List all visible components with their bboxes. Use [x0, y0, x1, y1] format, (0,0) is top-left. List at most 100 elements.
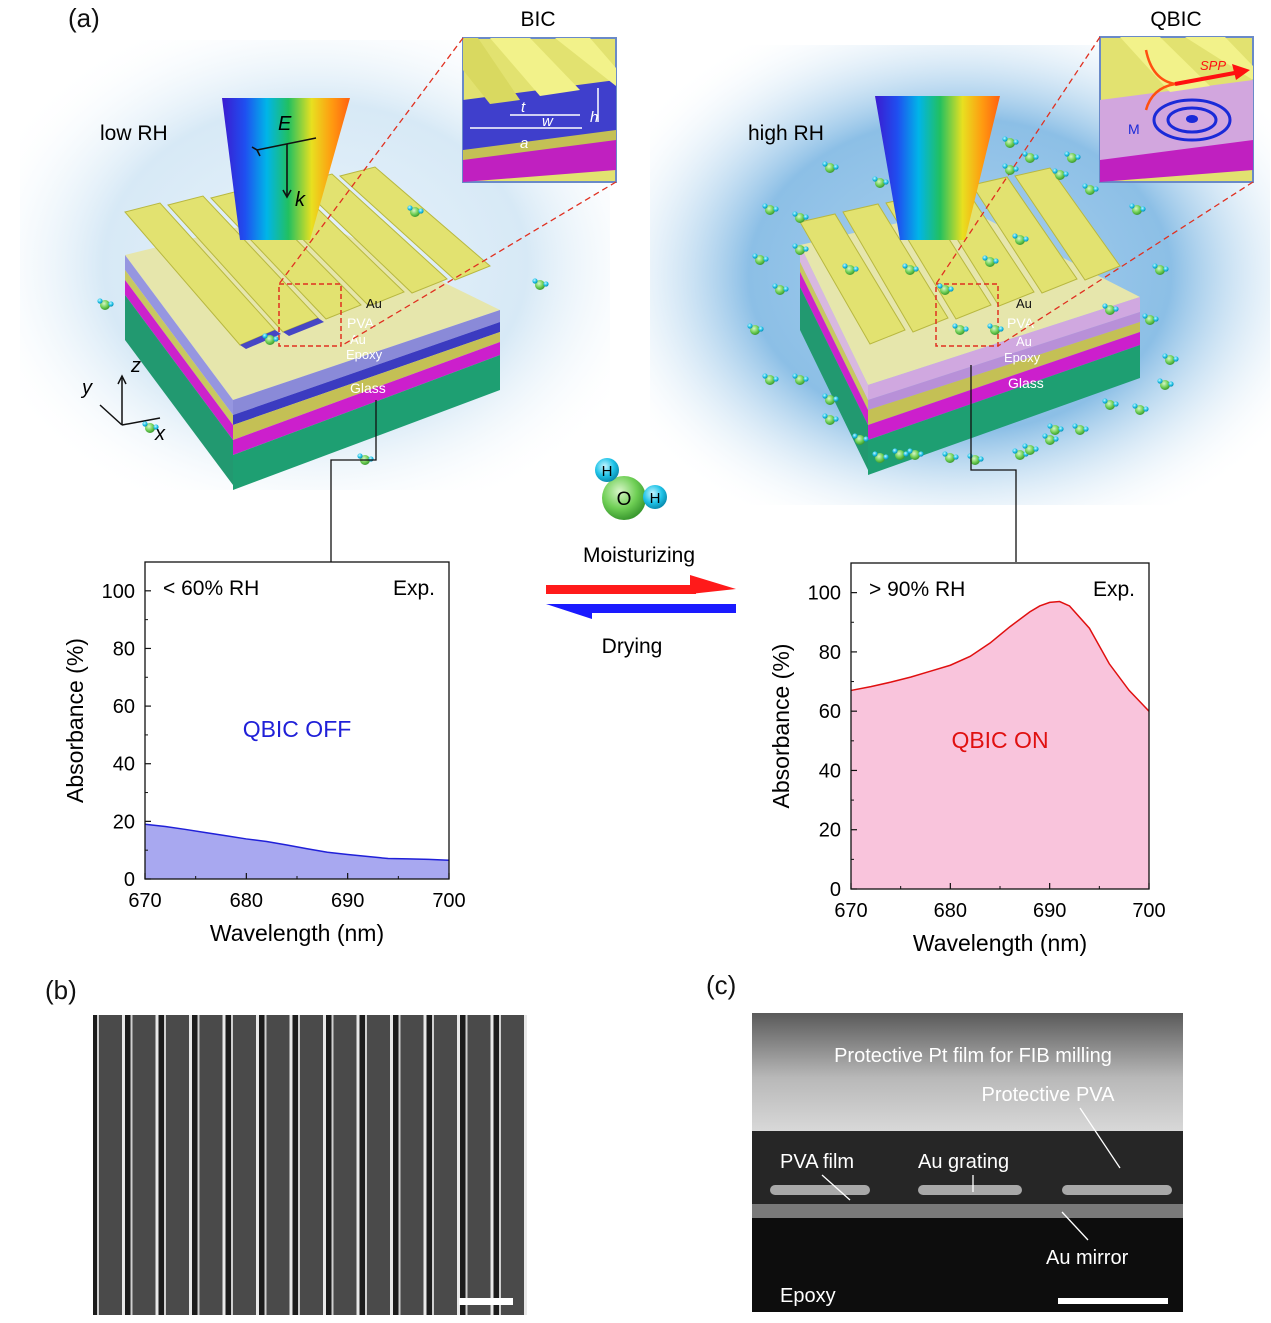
- y-axis-label: Absorbance (%): [62, 638, 88, 803]
- label-m: M: [1128, 121, 1140, 137]
- grating-line: [133, 1015, 156, 1315]
- water-hydrogen: [792, 243, 797, 248]
- rh-annotation: < 60% RH: [163, 577, 259, 600]
- y-tick-label: 100: [808, 583, 841, 605]
- scale-bar-b: [459, 1298, 513, 1305]
- grating-line: [501, 1015, 524, 1315]
- sem-top-view: [93, 1015, 527, 1315]
- rh-annotation: > 90% RH: [869, 578, 965, 601]
- label-protective-pva: Protective PVA: [981, 1084, 1115, 1106]
- water-hydrogen: [762, 373, 767, 378]
- grating-edge: [524, 1015, 527, 1315]
- grating-edge: [499, 1015, 501, 1315]
- y-tick-label: 60: [113, 696, 135, 718]
- water-hydrogen: [1113, 401, 1118, 406]
- water-hydrogen: [1033, 154, 1038, 159]
- water-hydrogen: [892, 448, 897, 453]
- water-hydrogen: [1153, 316, 1158, 321]
- water-hydrogen: [852, 433, 857, 438]
- water-hydrogen: [1064, 151, 1069, 156]
- water-hydrogen: [937, 283, 942, 288]
- grating-line: [367, 1015, 390, 1315]
- grating-line: [300, 1015, 323, 1315]
- panel-label-c: (c): [706, 970, 736, 1001]
- y-tick-label: 40: [819, 760, 841, 782]
- x-tick-label: 680: [934, 900, 967, 922]
- water-hydrogen: [1002, 136, 1007, 141]
- water-hydrogen: [803, 214, 808, 219]
- water-hydrogen: [1093, 186, 1098, 191]
- grating-edge: [491, 1015, 494, 1315]
- drying-label: Drying: [602, 635, 663, 658]
- water-hydrogen: [1132, 403, 1137, 408]
- water-hydrogen: [1022, 443, 1027, 448]
- x-tick-label: 690: [1033, 900, 1066, 922]
- water-hydrogen: [752, 253, 757, 258]
- water-hydrogen: [1072, 423, 1077, 428]
- grating-edge: [332, 1015, 334, 1315]
- water-hydrogen: [1047, 423, 1052, 428]
- water-hydrogen: [262, 333, 267, 338]
- grating-edge: [189, 1015, 192, 1315]
- y-tick-label: 20: [819, 820, 841, 842]
- grating-line: [434, 1015, 457, 1315]
- water-hydrogen: [1033, 446, 1038, 451]
- atom-o: O: [617, 489, 632, 510]
- y-tick-label: 0: [124, 869, 135, 891]
- grating-edge: [298, 1015, 300, 1315]
- layer-label-pva-r: PVA: [1007, 315, 1035, 331]
- label-au-grating: Au grating: [918, 1151, 1009, 1173]
- water-hydrogen: [833, 164, 838, 169]
- atom-h2: H: [650, 490, 661, 507]
- water-hydrogen: [803, 376, 808, 381]
- x-tick-label: 690: [331, 890, 364, 912]
- water-hydrogen: [108, 301, 113, 306]
- water-hydrogen: [1013, 166, 1018, 171]
- layer-label-au-top: Au: [366, 296, 382, 311]
- inset-title-bic: BIC: [520, 8, 555, 31]
- water-hydrogen: [803, 246, 808, 251]
- water-hydrogen: [1042, 433, 1047, 438]
- grating-edge: [457, 1015, 460, 1315]
- water-hydrogen: [853, 266, 858, 271]
- water-hydrogen: [1058, 426, 1063, 431]
- grating-line: [99, 1015, 122, 1315]
- param-h: h: [590, 109, 598, 126]
- water-hydrogen: [1140, 206, 1145, 211]
- water-hydrogen: [967, 453, 972, 458]
- y-tick-label: 80: [819, 642, 841, 664]
- water-hydrogen: [1152, 263, 1157, 268]
- water-hydrogen: [142, 421, 147, 426]
- water-hydrogen: [763, 256, 768, 261]
- grating-edge: [256, 1015, 259, 1315]
- grating-edge: [97, 1015, 99, 1315]
- e-field-label: E: [278, 113, 292, 135]
- water-hydrogen: [1173, 356, 1178, 361]
- water-hydrogen: [833, 396, 838, 401]
- grating-line: [401, 1015, 424, 1315]
- water-hydrogen: [418, 208, 423, 213]
- scene-right: Au PVA Au Epoxy Glass high RH SPP M QBIC: [650, 8, 1270, 505]
- grating-edge: [164, 1015, 166, 1315]
- layer-label-au-bottom: Au: [350, 332, 366, 347]
- water-hydrogen: [1012, 233, 1017, 238]
- water-hydrogen: [1129, 203, 1134, 208]
- exp-annotation: Exp.: [393, 577, 435, 600]
- layer-label-glass: Glass: [350, 380, 386, 396]
- water-hydrogen: [913, 266, 918, 271]
- fib-cross-section: Protective Pt film for FIB milling Prote…: [752, 1013, 1183, 1312]
- inset-bic: t w h a: [463, 38, 616, 182]
- grating-edge: [198, 1015, 200, 1315]
- y-tick-label: 20: [113, 811, 135, 833]
- grating-edge: [399, 1015, 401, 1315]
- water-hydrogen: [273, 336, 278, 341]
- layer-label-epoxy-r: Epoxy: [1004, 350, 1041, 365]
- x-axis-label: Wavelength (nm): [210, 920, 384, 946]
- water-hydrogen: [993, 258, 998, 263]
- scene-left: Au PVA Au Epoxy Glass E k low RH z y x: [20, 8, 616, 490]
- water-hydrogen: [1012, 448, 1017, 453]
- water-hydrogen: [872, 176, 877, 181]
- layer-label-au-top-r: Au: [1016, 296, 1032, 311]
- param-w: w: [542, 113, 554, 130]
- grating-edge: [390, 1015, 393, 1315]
